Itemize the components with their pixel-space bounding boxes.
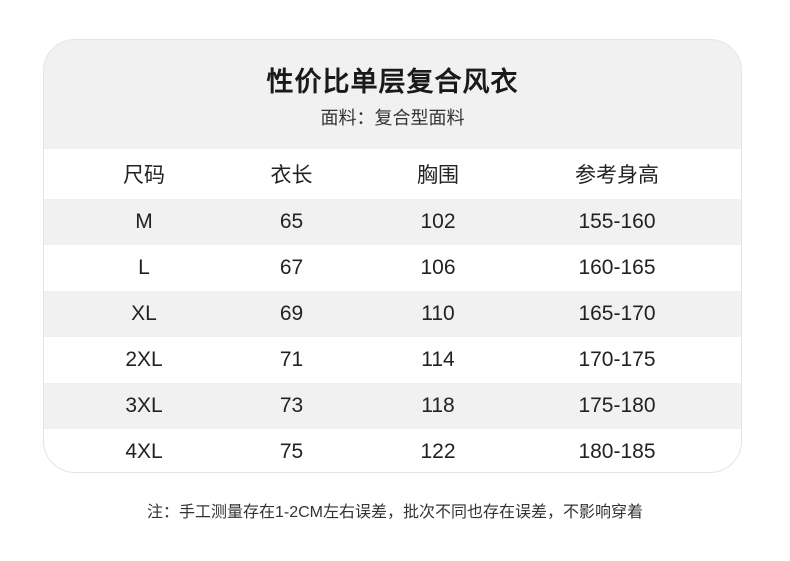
fabric-subtitle: 面料：复合型面料 bbox=[320, 108, 465, 128]
column-header: 尺码 bbox=[123, 164, 165, 187]
table-cell: 165-170 bbox=[578, 302, 656, 325]
chart-title: 性价比单层复合风衣 bbox=[266, 67, 519, 97]
table-cell: 122 bbox=[420, 440, 456, 463]
table-cell: M bbox=[135, 210, 153, 233]
table-cell: 110 bbox=[421, 302, 455, 325]
table-row: XL 69 110 165-170 bbox=[44, 291, 741, 337]
table-cell: 71 bbox=[279, 348, 304, 371]
table-cell: 67 bbox=[279, 256, 304, 279]
table-cell: 175-180 bbox=[578, 394, 656, 417]
table-cell: 69 bbox=[279, 302, 304, 325]
column-header: 胸围 bbox=[417, 164, 459, 187]
size-chart-card: 性价比单层复合风衣 面料：复合型面料 尺码 衣长 胸围 参考身高 M 65 102 1… bbox=[43, 39, 742, 473]
column-header: 衣长 bbox=[270, 164, 313, 187]
table-row: L 67 106 160-165 bbox=[44, 245, 741, 291]
table-row: 3XL 73 118 175-180 bbox=[44, 383, 741, 429]
table-row: 4XL 75 122 180-185 bbox=[44, 429, 741, 472]
table-cell: XL bbox=[131, 302, 157, 325]
table-cell: 3XL bbox=[125, 394, 163, 417]
table-cell: 2XL bbox=[125, 348, 163, 371]
table-header-row: 尺码 衣长 胸围 参考身高 bbox=[44, 149, 741, 199]
chart-header: 性价比单层复合风衣 面料：复合型面料 bbox=[44, 40, 741, 149]
table-cell: 73 bbox=[279, 394, 304, 417]
measurement-note: 注：手工测量存在1-2CM左右误差，批次不同也存在误差，不影响穿着 bbox=[146, 504, 643, 521]
table-cell: 114 bbox=[421, 348, 455, 371]
table-cell: 170-175 bbox=[578, 348, 656, 371]
table-cell: 180-185 bbox=[578, 440, 656, 463]
table-cell: 106 bbox=[420, 256, 456, 279]
column-header: 参考身高 bbox=[575, 164, 659, 187]
table-cell: 118 bbox=[421, 394, 455, 417]
table-cell: 75 bbox=[279, 440, 304, 463]
table-cell: 160-165 bbox=[578, 256, 656, 279]
table-cell: 102 bbox=[420, 210, 456, 233]
table-row: 2XL 71 114 170-175 bbox=[44, 337, 741, 383]
table-row: M 65 102 155-160 bbox=[44, 199, 741, 245]
table-cell: 155-160 bbox=[578, 210, 656, 233]
table-cell: 65 bbox=[279, 210, 304, 233]
table-cell: 4XL bbox=[125, 440, 163, 463]
table-cell: L bbox=[138, 256, 150, 279]
